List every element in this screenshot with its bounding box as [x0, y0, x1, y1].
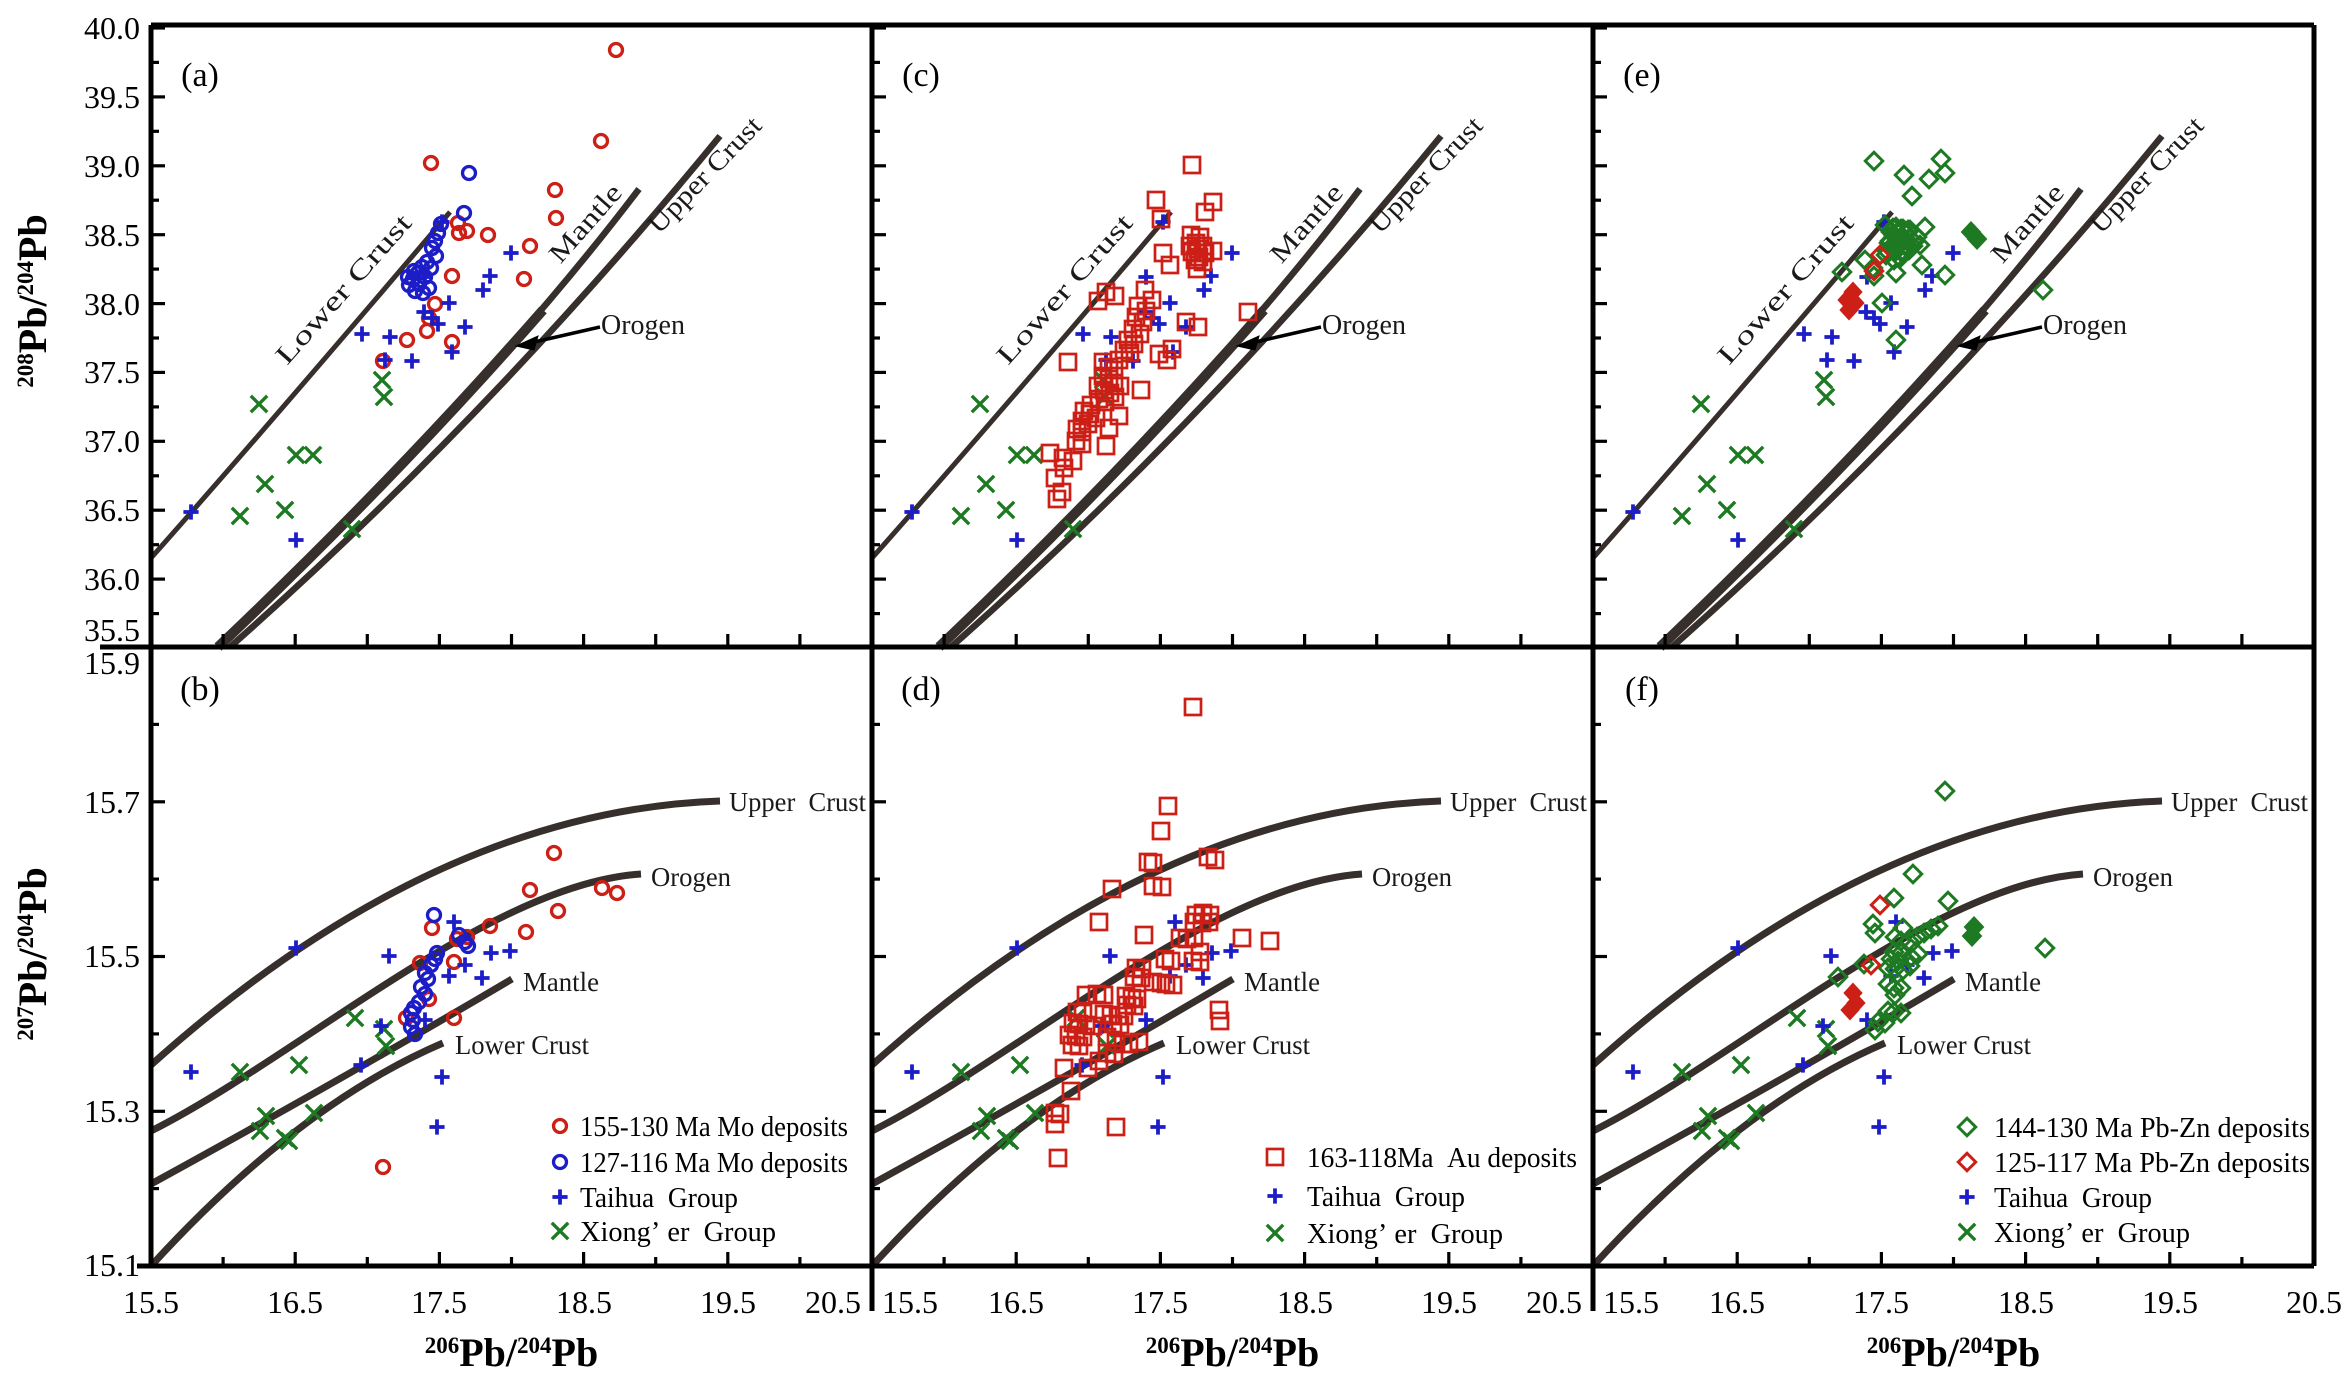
svg-text:Orogen: Orogen: [1322, 310, 1406, 341]
svg-text:(c): (c): [902, 57, 940, 94]
svg-text:15.5: 15.5: [84, 938, 140, 974]
svg-text:Xiong’ er Group: Xiong’ er Group: [580, 1217, 776, 1248]
svg-text:Orogen: Orogen: [1372, 862, 1452, 892]
svg-text:144-130 Ma Pb-Zn deposits: 144-130 Ma Pb-Zn deposits: [1994, 1113, 2310, 1144]
svg-text:Upper Crust: Upper Crust: [729, 787, 866, 817]
svg-text:16.5: 16.5: [988, 1284, 1044, 1320]
svg-text:15.1: 15.1: [84, 1247, 140, 1283]
svg-text:18.5: 18.5: [1277, 1284, 1333, 1320]
svg-text:20.5: 20.5: [805, 1284, 861, 1320]
svg-text:35.5: 35.5: [84, 612, 140, 648]
svg-text:155-130 Ma Mo deposits: 155-130 Ma Mo deposits: [580, 1112, 848, 1143]
svg-text:37.0: 37.0: [84, 423, 140, 459]
svg-text:Orogen: Orogen: [2093, 862, 2173, 892]
svg-text:18.5: 18.5: [1998, 1284, 2054, 1320]
svg-text:19.5: 19.5: [700, 1284, 756, 1320]
svg-text:(d): (d): [901, 671, 941, 708]
svg-text:40.0: 40.0: [84, 10, 140, 46]
svg-text:Orogen: Orogen: [2043, 310, 2127, 341]
svg-text:Orogen: Orogen: [651, 862, 731, 892]
svg-text:Upper Crust: Upper Crust: [1450, 787, 1587, 817]
svg-text:127-116 Ma Mo deposits: 127-116 Ma Mo deposits: [580, 1148, 848, 1179]
svg-text:(b): (b): [180, 671, 220, 708]
svg-text:15.9: 15.9: [84, 645, 140, 681]
svg-text:Xiong’ er Group: Xiong’ er Group: [1994, 1218, 2190, 1249]
svg-text:208Pb/204Pb: 208Pb/204Pb: [10, 214, 55, 387]
svg-text:Mantle: Mantle: [523, 967, 599, 997]
svg-text:36.0: 36.0: [84, 561, 140, 597]
svg-text:Lower Crust: Lower Crust: [1176, 1030, 1310, 1060]
svg-text:Mantle: Mantle: [1244, 967, 1320, 997]
svg-text:Xiong’ er Group: Xiong’ er Group: [1307, 1219, 1503, 1250]
svg-text:38.5: 38.5: [84, 217, 140, 253]
svg-text:16.5: 16.5: [1709, 1284, 1765, 1320]
svg-text:Lower Crust: Lower Crust: [455, 1030, 589, 1060]
svg-text:36.5: 36.5: [84, 492, 140, 528]
svg-text:38.0: 38.0: [84, 286, 140, 322]
svg-text:19.5: 19.5: [2142, 1284, 2198, 1320]
svg-text:Taihua Group: Taihua Group: [580, 1183, 738, 1214]
svg-text:207Pb/204Pb: 207Pb/204Pb: [10, 867, 55, 1040]
svg-text:(e): (e): [1623, 57, 1661, 94]
svg-text:206Pb/204Pb: 206Pb/204Pb: [425, 1330, 598, 1375]
svg-text:17.5: 17.5: [1853, 1284, 1909, 1320]
svg-text:Mantle: Mantle: [1965, 967, 2041, 997]
svg-text:39.0: 39.0: [84, 148, 140, 184]
svg-text:15.7: 15.7: [84, 784, 140, 820]
svg-text:125-117 Ma Pb-Zn deposits: 125-117 Ma Pb-Zn deposits: [1994, 1148, 2310, 1179]
svg-text:17.5: 17.5: [1132, 1284, 1188, 1320]
svg-text:20.5: 20.5: [1526, 1284, 1582, 1320]
svg-text:19.5: 19.5: [1421, 1284, 1477, 1320]
svg-text:37.5: 37.5: [84, 354, 140, 390]
svg-text:Taihua Group: Taihua Group: [1994, 1183, 2152, 1214]
svg-text:15.5: 15.5: [882, 1284, 938, 1320]
svg-text:20.5: 20.5: [2286, 1284, 2342, 1320]
svg-text:Upper Crust: Upper Crust: [2171, 787, 2308, 817]
svg-text:(f): (f): [1625, 671, 1659, 708]
svg-text:16.5: 16.5: [267, 1284, 323, 1320]
svg-text:Orogen: Orogen: [601, 310, 685, 341]
svg-text:15.5: 15.5: [123, 1284, 179, 1320]
svg-text:206Pb/204Pb: 206Pb/204Pb: [1146, 1330, 1319, 1375]
svg-text:Taihua Group: Taihua Group: [1307, 1182, 1465, 1213]
svg-text:163-118Ma Au deposits: 163-118Ma Au deposits: [1307, 1143, 1577, 1174]
svg-text:39.5: 39.5: [84, 79, 140, 115]
svg-text:(a): (a): [181, 57, 219, 94]
svg-text:17.5: 17.5: [411, 1284, 467, 1320]
svg-text:15.3: 15.3: [84, 1093, 140, 1129]
svg-text:18.5: 18.5: [556, 1284, 612, 1320]
svg-text:Lower Crust: Lower Crust: [1897, 1030, 2031, 1060]
svg-text:15.5: 15.5: [1603, 1284, 1659, 1320]
svg-text:206Pb/204Pb: 206Pb/204Pb: [1867, 1330, 2040, 1375]
